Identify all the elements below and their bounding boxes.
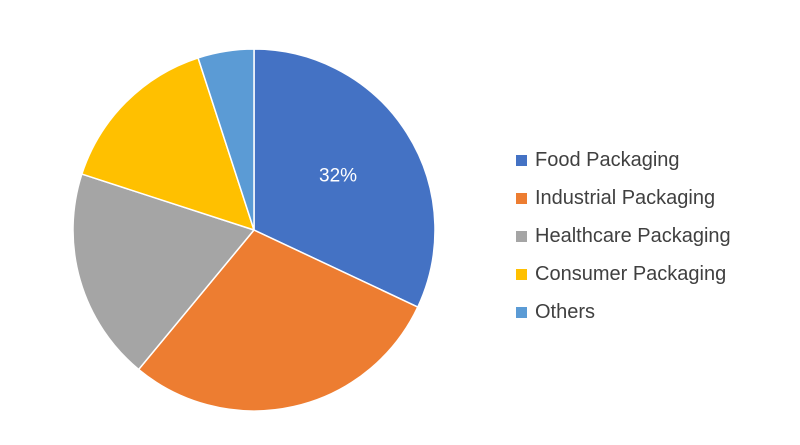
- pie-data-labels: 32%: [319, 166, 357, 187]
- legend-swatch-food-packaging: [516, 154, 527, 166]
- legend-item-industrial-packaging: Industrial Packaging: [516, 179, 731, 217]
- legend-item-others: Others: [516, 293, 731, 331]
- pie-slice-others: [197, 48, 255, 231]
- legend-swatch-healthcare-packaging: [516, 230, 527, 242]
- pie-slice-food-packaging: [253, 48, 436, 309]
- legend-label: Healthcare Packaging: [535, 225, 731, 247]
- legend-label: Others: [535, 301, 596, 323]
- pie-slice-healthcare-packaging: [72, 173, 256, 371]
- data-label-food-packaging: 32%: [319, 166, 357, 187]
- legend-item-food-packaging: Food Packaging: [516, 141, 731, 179]
- legend-swatch-others: [516, 306, 527, 318]
- legend-item-healthcare-packaging: Healthcare Packaging: [516, 217, 731, 255]
- chart-legend: Food Packaging Industrial Packaging Health…: [516, 141, 731, 331]
- legend-swatch-industrial-packaging: [516, 192, 527, 204]
- legend-label: Consumer Packaging: [535, 263, 727, 285]
- pie-slice-consumer-packaging: [80, 56, 256, 232]
- legend-item-consumer-packaging: Consumer Packaging: [516, 255, 731, 293]
- legend-swatch-consumer-packaging: [516, 268, 527, 280]
- pie-slice-industrial-packaging: [137, 229, 419, 412]
- legend-label: Industrial Packaging: [535, 187, 716, 209]
- pie-slices: [72, 48, 436, 412]
- legend-label: Food Packaging: [535, 149, 680, 171]
